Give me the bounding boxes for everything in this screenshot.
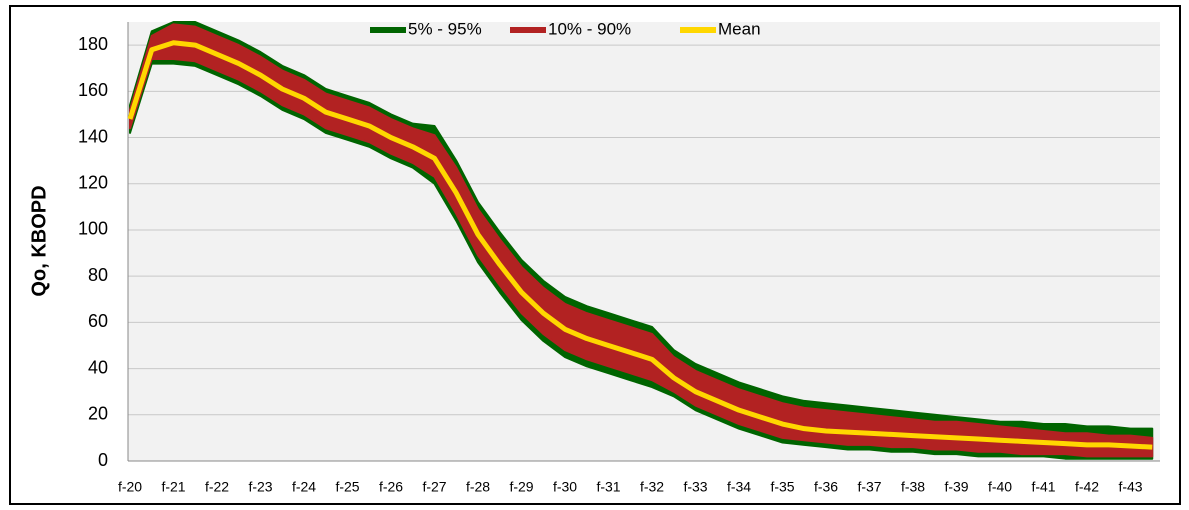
legend-label: 10% - 90%	[548, 19, 631, 38]
y-tick-label: 20	[88, 404, 108, 424]
x-tick-label: f-31	[596, 479, 620, 495]
x-tick-label: f-21	[161, 479, 185, 495]
y-tick-label: 100	[78, 219, 108, 239]
x-tick-label: f-42	[1075, 479, 1099, 495]
y-tick-label: 0	[98, 450, 108, 470]
legend-label: Mean	[718, 19, 761, 38]
x-tick-label: f-33	[683, 479, 707, 495]
x-tick-label: f-22	[205, 479, 229, 495]
x-tick-label: f-24	[292, 479, 316, 495]
mean-line	[127, 40, 1153, 450]
x-tick-label: f-30	[553, 479, 577, 495]
x-tick-label: f-40	[988, 479, 1012, 495]
x-tick-label: f-28	[466, 479, 490, 495]
x-tick-label: f-34	[727, 479, 751, 495]
y-tick-label: 40	[88, 357, 108, 377]
x-tick-label: f-26	[379, 479, 403, 495]
y-tick-label: 180	[78, 34, 108, 54]
x-tick-label: f-39	[944, 479, 968, 495]
x-tick-label: f-38	[901, 479, 925, 495]
y-tick-label: 160	[78, 80, 108, 100]
x-tick-label: f-41	[1031, 479, 1055, 495]
y-tick-label: 60	[88, 311, 108, 331]
x-tick-label: f-35	[770, 479, 794, 495]
x-tick-label: f-32	[640, 479, 664, 495]
y-tick-label: 140	[78, 126, 108, 146]
x-tick-label: f-23	[248, 479, 272, 495]
x-tick-label: f-36	[814, 479, 838, 495]
x-tick-label: f-43	[1118, 479, 1142, 495]
x-tick-label: f-29	[509, 479, 533, 495]
x-tick-label: f-25	[335, 479, 359, 495]
x-tick-label: f-20	[118, 479, 142, 495]
y-tick-label: 80	[88, 265, 108, 285]
x-tick-label: f-37	[857, 479, 881, 495]
x-tick-label: f-27	[422, 479, 446, 495]
legend-label: 5% - 95%	[408, 19, 482, 38]
y-tick-label: 120	[78, 172, 108, 192]
y-axis-label: Qo, KBOPD	[28, 185, 50, 296]
